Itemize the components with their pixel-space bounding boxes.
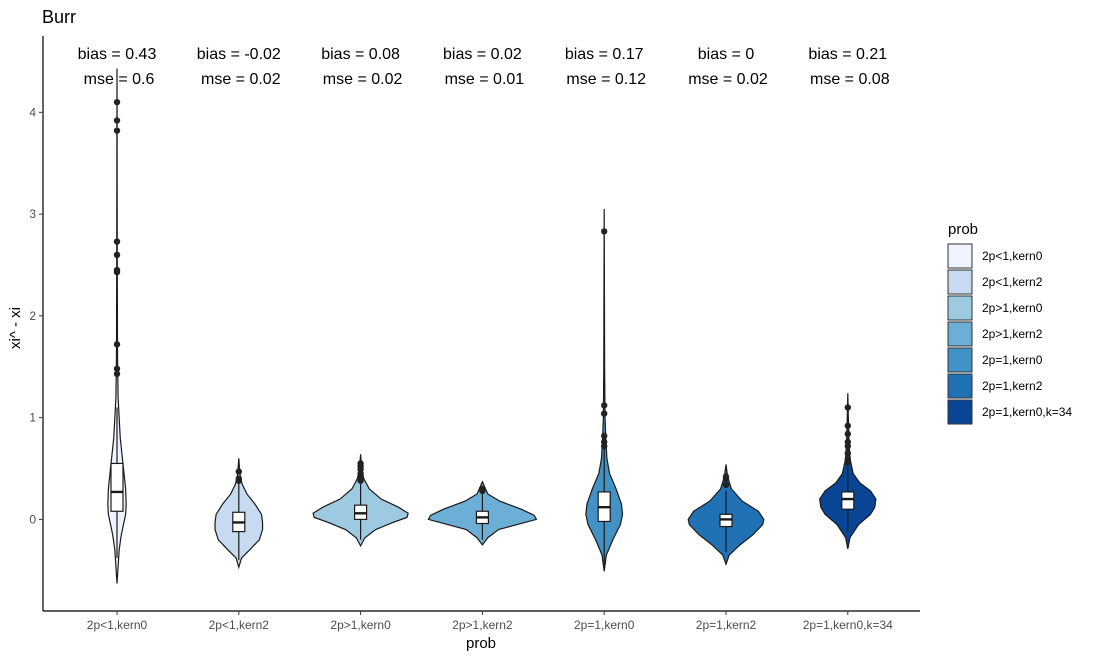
mse-annotation: mse = 0.08 bbox=[810, 71, 890, 88]
x-tick-label: 2p>1,kern2 bbox=[452, 618, 513, 632]
bias-annotation: bias = 0.21 bbox=[808, 46, 887, 63]
y-tick-label: 3 bbox=[29, 207, 36, 221]
mse-annotation: mse = 0.02 bbox=[688, 71, 768, 88]
outlier-point bbox=[844, 450, 851, 457]
bias-annotation: bias = 0.08 bbox=[321, 46, 400, 63]
violin-group bbox=[214, 458, 264, 570]
outlier-point bbox=[113, 341, 121, 348]
outlier-point bbox=[357, 477, 364, 484]
axes bbox=[42, 36, 920, 612]
legend: prob 2p<1,kern0 2p<1,kern2 2p>1,kern0 2p>1,… bbox=[947, 221, 1072, 425]
legend-label: 2p<1,kern0 bbox=[982, 249, 1043, 263]
legend-key bbox=[947, 373, 973, 399]
outlier-point bbox=[844, 442, 851, 450]
box bbox=[841, 491, 855, 510]
outlier-point bbox=[844, 422, 851, 429]
outlier-point bbox=[113, 238, 121, 245]
legend-label: 2p>1,kern0 bbox=[982, 301, 1043, 315]
outlier-point bbox=[113, 98, 121, 106]
box bbox=[110, 462, 124, 512]
y-ticks: 0 1 2 3 4 bbox=[29, 105, 43, 526]
legend-key bbox=[947, 295, 973, 321]
legend-key bbox=[947, 321, 973, 347]
outlier-point bbox=[844, 430, 851, 438]
mse-annotation: mse = 0.12 bbox=[566, 71, 646, 88]
outlier-point bbox=[235, 468, 242, 475]
legend-title: prob bbox=[948, 221, 978, 238]
y-axis-label: xi^ - xi bbox=[7, 307, 24, 349]
annotations: bias = 0.43 mse = 0.6 bias = -0.02 mse = 0.… bbox=[78, 46, 890, 88]
legend-key bbox=[947, 243, 973, 269]
violin-group bbox=[427, 480, 538, 546]
legend-key bbox=[947, 269, 973, 295]
outlier-point bbox=[113, 251, 121, 259]
bias-annotation: bias = 0.02 bbox=[443, 46, 522, 63]
x-ticks: 2p<1,kern0 2p<1,kern2 2p>1,kern0 2p>1,kern2… bbox=[87, 611, 893, 632]
outlier-point bbox=[601, 402, 608, 409]
x-tick-label: 2p=1,kern0,k=34 bbox=[803, 618, 893, 632]
x-tick-label: 2p<1,kern0 bbox=[87, 618, 148, 632]
x-tick-label: 2p=1,kern0 bbox=[574, 618, 635, 632]
legend-label: 2p>1,kern2 bbox=[982, 327, 1043, 341]
outlier-point bbox=[479, 487, 486, 495]
outlier-point bbox=[601, 432, 608, 440]
violin-shape bbox=[585, 209, 624, 572]
bias-annotation: bias = 0 bbox=[698, 46, 755, 63]
violin-group bbox=[819, 393, 877, 550]
legend-items: 2p<1,kern0 2p<1,kern2 2p>1,kern0 2p>1,kern2… bbox=[947, 243, 1072, 425]
outlier-point bbox=[113, 117, 121, 124]
outlier-point bbox=[113, 365, 121, 372]
violin-group bbox=[107, 68, 127, 584]
outlier-point bbox=[844, 459, 851, 466]
outlier-point bbox=[722, 481, 730, 489]
legend-label: 2p=1,kern2 bbox=[982, 379, 1043, 393]
outlier-point bbox=[722, 475, 730, 482]
violin-group bbox=[312, 454, 409, 548]
mse-annotation: mse = 0.02 bbox=[201, 71, 281, 88]
legend-label: 2p=1,kern0 bbox=[982, 353, 1043, 367]
outlier-point bbox=[113, 268, 121, 276]
outlier-point bbox=[601, 228, 608, 235]
bias-annotation: bias = 0.43 bbox=[78, 46, 157, 63]
outlier-point bbox=[113, 127, 121, 134]
legend-key bbox=[947, 347, 973, 373]
violins bbox=[107, 68, 877, 584]
mse-annotation: mse = 0.02 bbox=[323, 71, 403, 88]
legend-key bbox=[947, 399, 973, 425]
violin-group bbox=[585, 209, 624, 572]
outlier-point bbox=[113, 370, 121, 378]
x-axis-label: prob bbox=[466, 635, 496, 652]
chart-title: Burr bbox=[42, 7, 76, 27]
mse-annotation: mse = 0.01 bbox=[445, 71, 525, 88]
violin-shape bbox=[107, 68, 127, 584]
outlier-point bbox=[601, 410, 608, 417]
y-tick-label: 4 bbox=[29, 105, 36, 119]
bias-annotation: bias = 0.17 bbox=[565, 46, 644, 63]
bias-annotation: bias = -0.02 bbox=[197, 46, 281, 63]
mse-annotation: mse = 0.6 bbox=[84, 71, 155, 88]
x-tick-label: 2p<1,kern2 bbox=[209, 618, 270, 632]
outlier-point bbox=[235, 477, 242, 484]
violin-group bbox=[687, 464, 765, 566]
x-tick-label: 2p>1,kern0 bbox=[330, 618, 391, 632]
outlier-point bbox=[601, 442, 608, 450]
legend-label: 2p=1,kern0,k=34 bbox=[982, 405, 1072, 419]
legend-label: 2p<1,kern2 bbox=[982, 275, 1043, 289]
y-tick-label: 0 bbox=[29, 512, 36, 526]
x-tick-label: 2p=1,kern2 bbox=[696, 618, 757, 632]
outlier-point bbox=[844, 404, 851, 411]
y-tick-label: 1 bbox=[29, 411, 36, 425]
y-tick-label: 2 bbox=[29, 309, 36, 323]
